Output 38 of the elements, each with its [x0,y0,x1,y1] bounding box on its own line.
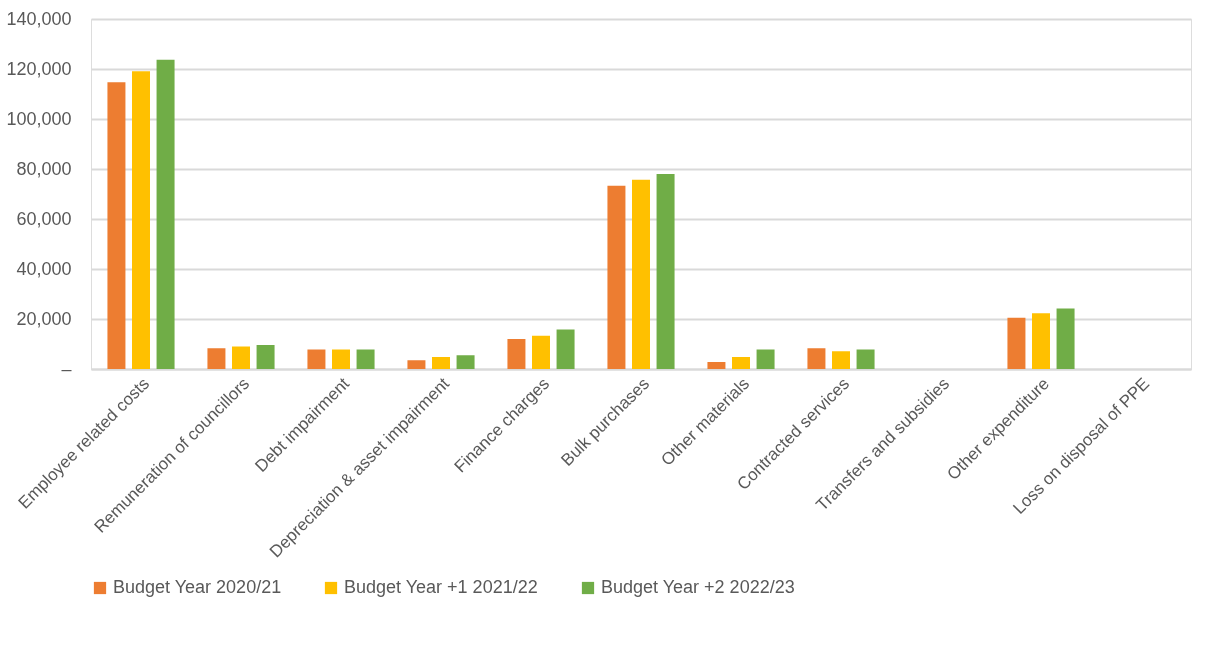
bar [756,349,775,369]
bar [307,349,326,369]
bar [1032,313,1050,369]
y-tick-label: – [61,358,72,379]
y-tick-label: 100,000 [6,108,72,129]
bar [532,335,550,369]
bar [832,351,850,369]
bar [1056,308,1075,369]
bar [407,360,426,369]
bar [1007,317,1026,369]
bar [856,349,875,369]
y-tick-label: 140,000 [6,8,72,29]
bar [356,349,375,369]
y-tick-label: 120,000 [6,58,72,79]
bar [207,348,226,369]
bar [332,349,350,369]
bar [156,59,175,369]
legend-label: Budget Year +1 2021/22 [344,577,538,597]
bar [656,174,675,369]
bar [107,82,126,369]
bar [732,357,750,369]
bar [256,345,275,369]
legend-label: Budget Year +2 2022/23 [601,577,795,597]
bar [507,339,526,369]
y-tick-label: 80,000 [16,158,72,179]
y-tick-label: 40,000 [16,258,72,279]
bar [232,346,250,369]
y-tick-label: 20,000 [16,308,72,329]
bar [807,348,826,369]
bar [456,355,475,369]
legend-label: Budget Year 2020/21 [113,577,282,597]
bar [556,329,575,369]
bar [632,179,650,369]
y-tick-label: 60,000 [16,208,72,229]
bar [132,71,150,369]
bar [607,185,626,369]
bar [432,357,450,369]
bar [707,362,726,369]
